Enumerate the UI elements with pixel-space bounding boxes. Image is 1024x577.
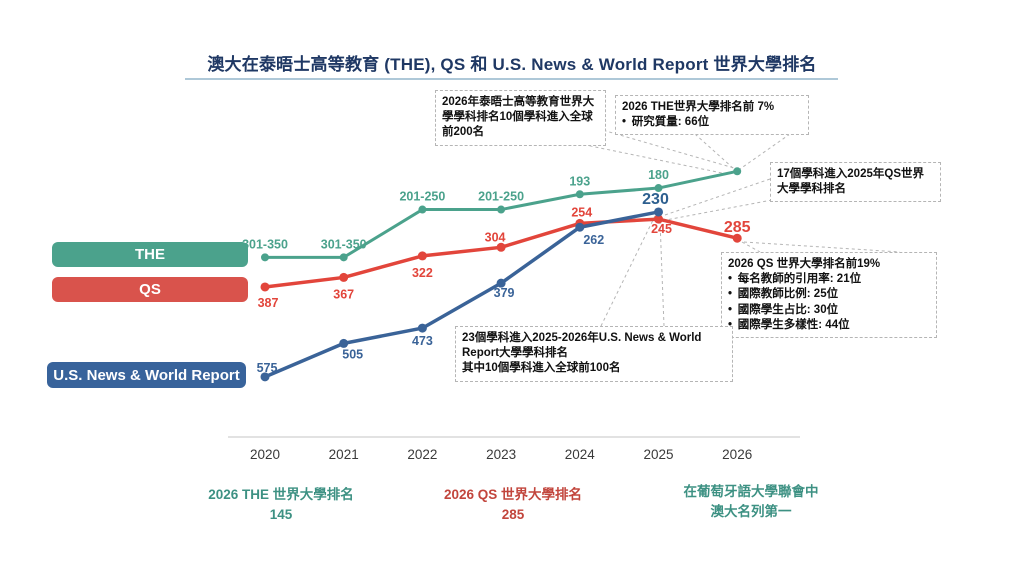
qs-series-value-label: 285: [724, 219, 751, 236]
the-series-point: [733, 167, 742, 176]
the-series-value-label: 180: [648, 168, 669, 182]
qs-series-point: [339, 272, 349, 282]
annotation-text: 其中10個學科進入全球前100名: [462, 362, 621, 375]
annotation-bullet: 研究質量: 66位: [622, 115, 802, 130]
usnews-series-point: [417, 323, 427, 333]
the-series-point: [654, 184, 663, 193]
caption-line: 澳大名列第一: [710, 504, 792, 520]
annotation-bullet: 國際學生占比: 30位: [728, 303, 930, 318]
usnews-series-point: [575, 222, 585, 232]
x-axis-tick-label: 2026: [722, 447, 752, 462]
legend-qs: QS: [52, 277, 248, 302]
usnews-series-point: [654, 207, 663, 217]
legend-usnews: U.S. News & World Report: [47, 362, 246, 388]
usnews-series-value-label: 505: [342, 347, 363, 361]
caption-value: 285: [501, 507, 525, 523]
caption-value: 145: [269, 507, 293, 523]
connector-line: [600, 215, 656, 327]
qs-series-point: [260, 282, 270, 292]
connector-line: [565, 140, 723, 174]
the-series-point: [261, 253, 269, 262]
qs-series-point: [417, 251, 427, 261]
caption-line: 2026 THE 世界大學排名: [208, 487, 354, 502]
annotation-title: 2026 QS 世界大學排名前19%: [728, 258, 881, 270]
the-series-value-label: 301-350: [321, 237, 367, 251]
annotation-qs-subject-rankings: 17個學科進入2025年QS世界大學學科排名: [770, 162, 941, 203]
usnews-series-value-label: 262: [583, 233, 604, 247]
annotation-usnews-subject-rankings: 23個學科進入2025-2026年U.S. News & World Repor…: [455, 326, 733, 382]
x-axis-tick-label: 2022: [407, 447, 437, 462]
the-series-value-label: 193: [569, 174, 590, 188]
connector-line: [659, 220, 665, 327]
annotation-text: 17個學科進入2025年QS世界大學學科排名: [777, 168, 924, 196]
the-series-point: [497, 205, 506, 214]
connector-line: [694, 133, 735, 170]
x-axis-tick-label: 2021: [329, 447, 359, 462]
qs-series-value-label: 304: [485, 230, 506, 244]
qs-series-value-label: 387: [258, 296, 279, 310]
x-axis-tick-label: 2023: [486, 447, 516, 462]
connector-line: [739, 133, 791, 170]
annotation-bullet: 每名教師的引用率: 21位: [728, 272, 930, 287]
annotation-bullet: 國際教師比例: 25位: [728, 287, 930, 302]
qs-series-value-label: 367: [333, 287, 354, 301]
page-title: 澳大在泰晤士高等教育 (THE), QS 和 U.S. News & World…: [207, 55, 817, 74]
the-series-value-label: 301-350: [242, 237, 288, 251]
annotation-text: 23個學科進入2025-2026年U.S. News & World Repor…: [462, 332, 702, 360]
annotation-qs-2026: 2026 QS 世界大學排名前19% 每名教師的引用率: 21位 國際教師比例:…: [721, 252, 937, 338]
usnews-series-line: [264, 210, 659, 379]
usnews-series-value-label: 230: [642, 191, 669, 208]
annotation-bullet: 國際學生多樣性: 44位: [728, 318, 930, 333]
qs-series-value-label: 322: [412, 266, 433, 280]
x-axis-tick-label: 2024: [565, 447, 596, 462]
caption-line: 在葡萄牙語大學聯會中: [683, 484, 819, 499]
the-series-point: [575, 190, 584, 199]
annotation-text: 2026年泰晤士高等教育世界大學學科排名10個學科進入全球前200名: [442, 96, 595, 139]
annotation-the-2026: 2026 THE世界大學排名前 7% 研究質量: 66位: [615, 95, 809, 136]
caption-line: 2026 QS 世界大學排名: [443, 487, 583, 502]
usnews-series-point: [496, 278, 506, 288]
connector-line: [664, 178, 771, 216]
caption-the-2026: 2026 THE 世界大學排名 145: [161, 485, 401, 526]
the-series-point: [418, 205, 427, 214]
connector-line: [665, 199, 773, 221]
connector-line: [743, 241, 901, 253]
x-axis-tick-label: 2025: [643, 447, 673, 462]
caption-lusophone-first: 在葡萄牙語大學聯會中 澳大名列第一: [631, 482, 871, 523]
qs-series-point: [654, 214, 663, 224]
the-series-value-label: 201-250: [399, 190, 445, 204]
usnews-series-value-label: 379: [494, 286, 515, 300]
the-series-value-label: 201-250: [478, 190, 524, 204]
caption-qs-2026: 2026 QS 世界大學排名 285: [393, 485, 633, 526]
qs-series-value-label: 245: [651, 222, 672, 236]
title-underline: [185, 78, 838, 80]
usnews-series-value-label: 575: [257, 361, 278, 375]
legend-the: THE: [52, 242, 248, 267]
the-series-point: [339, 253, 348, 262]
usnews-series-value-label: 473: [412, 334, 433, 348]
annotation-the-subject-rankings: 2026年泰晤士高等教育世界大學學科排名10個學科進入全球前200名: [435, 90, 606, 146]
x-axis-tick-label: 2020: [250, 447, 280, 462]
qs-series-point: [496, 242, 506, 252]
usnews-series-point: [260, 372, 270, 382]
connector-line: [741, 241, 761, 253]
qs-series-value-label: 254: [571, 205, 592, 219]
usnews-series-point: [339, 338, 349, 348]
qs-series-point: [732, 233, 742, 243]
annotation-title: 2026 THE世界大學排名前 7%: [622, 101, 775, 113]
